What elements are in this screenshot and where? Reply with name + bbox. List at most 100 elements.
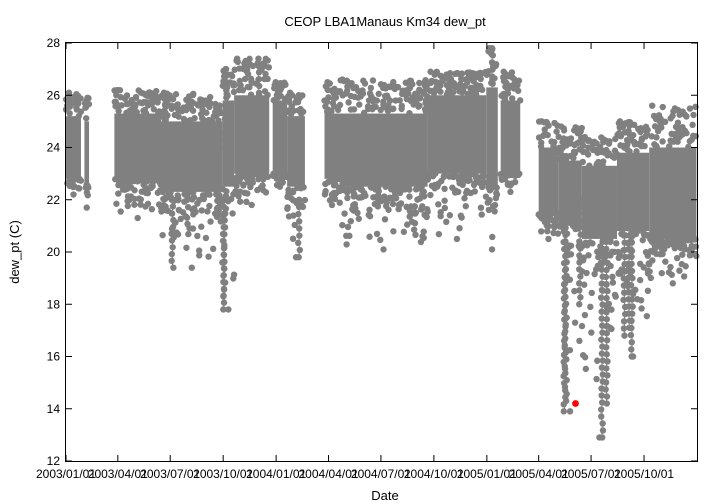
data-point [489, 52, 497, 59]
data-point [386, 194, 394, 201]
data-point [410, 226, 418, 233]
data-point [123, 185, 131, 193]
data-point [626, 232, 633, 239]
data-point [220, 306, 227, 313]
data-point [489, 73, 496, 80]
data-point [400, 228, 408, 236]
data-point [221, 231, 228, 238]
data-point [220, 299, 228, 306]
data-point [626, 281, 633, 289]
data-point [603, 316, 611, 323]
data-point [613, 240, 620, 247]
data-point [488, 184, 495, 192]
data-point [561, 286, 569, 294]
data-point [427, 79, 434, 87]
data-point [681, 246, 688, 253]
data-point [488, 130, 495, 137]
data-point [358, 193, 366, 201]
data-point [603, 224, 611, 232]
data-point [488, 108, 495, 116]
data-point [343, 241, 350, 248]
data-point [66, 182, 74, 190]
data-point [625, 210, 632, 218]
y-tick-label: 26 [47, 88, 61, 102]
data-point [419, 233, 426, 240]
data-point [669, 280, 677, 287]
data-point [624, 196, 632, 203]
data-point [598, 266, 605, 273]
data-point [464, 90, 472, 98]
data-point [626, 317, 634, 324]
data-point [220, 286, 228, 293]
data-point [598, 308, 605, 315]
data-band [616, 152, 650, 232]
data-point [488, 59, 496, 66]
data-point [202, 97, 209, 104]
data-point [345, 99, 352, 106]
data-point [551, 119, 558, 127]
data-point [394, 183, 402, 191]
data-point [563, 272, 570, 280]
data-point [184, 105, 192, 112]
data-point [604, 358, 611, 365]
data-point [207, 100, 214, 107]
data-point [417, 206, 425, 213]
data-point [158, 208, 165, 215]
data-point [220, 251, 228, 259]
data-point [458, 70, 466, 77]
data-point [594, 357, 601, 364]
data-point [255, 69, 263, 76]
data-point [562, 335, 569, 342]
data-point [296, 232, 303, 239]
data-point [198, 115, 206, 122]
data-point [555, 133, 562, 141]
data-point [185, 230, 192, 238]
y-tick-label: 20 [47, 245, 61, 259]
data-point [625, 224, 632, 232]
data-band [287, 116, 305, 187]
data-point [588, 289, 595, 297]
data-points [62, 45, 700, 441]
data-point [545, 122, 552, 129]
data-band [324, 113, 340, 179]
y-tick-label: 12 [47, 454, 61, 468]
data-point [168, 196, 175, 203]
x-tick-label: 2005/04/01 [509, 467, 569, 481]
data-point [603, 252, 610, 260]
data-point [662, 258, 669, 265]
data-point [552, 220, 559, 227]
data-point [131, 201, 138, 208]
data-point [237, 82, 244, 89]
data-point [254, 110, 261, 117]
data-point [168, 257, 175, 265]
data-point [602, 273, 610, 281]
data-point [511, 75, 518, 83]
data-point [621, 332, 628, 339]
data-point [638, 305, 645, 312]
data-point [390, 105, 397, 112]
data-point [643, 312, 651, 320]
data-point [339, 221, 346, 229]
x-tick-label: 2004/07/01 [351, 467, 411, 481]
data-point [472, 90, 479, 97]
data-point [243, 60, 250, 67]
data-point [70, 191, 77, 198]
data-point [412, 231, 419, 239]
data-point [264, 57, 271, 64]
data-point [330, 90, 337, 97]
data-point [175, 206, 183, 214]
data-point [563, 252, 570, 259]
data-point [456, 180, 463, 187]
data-point [598, 413, 605, 420]
data-point [461, 195, 468, 202]
data-point [578, 322, 586, 330]
data-point [366, 233, 373, 240]
data-point [360, 109, 368, 117]
data-point [640, 231, 648, 238]
data-point [221, 224, 229, 231]
data-point [232, 188, 239, 195]
data-point [626, 120, 633, 127]
data-point [458, 214, 465, 221]
data-point [679, 251, 686, 258]
data-point [602, 386, 609, 393]
